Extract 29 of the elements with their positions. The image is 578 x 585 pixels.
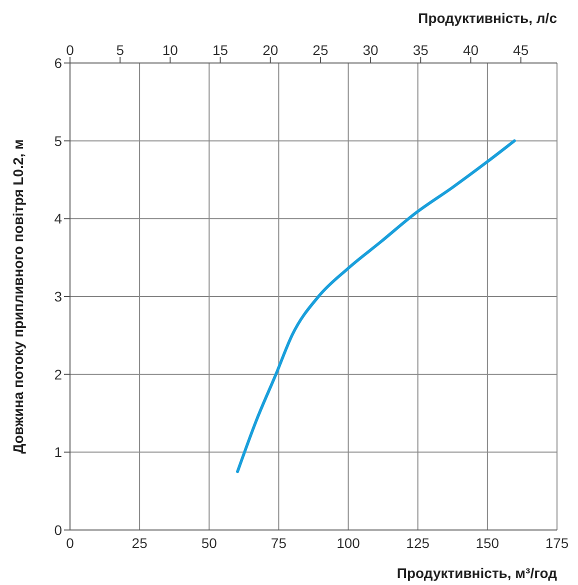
y-tick-label: 3 xyxy=(54,288,62,304)
line-series xyxy=(236,139,516,474)
x-axis-title: Продуктивність, м³/год xyxy=(396,565,558,581)
x-tick-label: 25 xyxy=(132,534,148,551)
x-tick-label: 125 xyxy=(406,534,430,551)
x2-tick-label: 25 xyxy=(312,42,328,58)
x2-tick-label: 35 xyxy=(412,42,429,58)
y-tick-label: 0 xyxy=(54,522,62,538)
x-tick-label: 175 xyxy=(545,534,569,551)
x2-axis-title: Продуктивність, л/с xyxy=(418,10,558,26)
y-tick-label: 5 xyxy=(54,132,62,149)
x-tick-label: 100 xyxy=(336,534,360,551)
x2-tick-label: 30 xyxy=(362,42,379,58)
x-tick-label: 0 xyxy=(66,534,74,551)
y-axis-title: Довжина потоку припливного повітря L0.2, м xyxy=(10,139,26,454)
x2-tick-label: 20 xyxy=(262,42,278,58)
x2-tick-label: 45 xyxy=(513,42,529,58)
y-tick-label: 4 xyxy=(54,210,62,227)
y-tick-label: 1 xyxy=(54,444,62,460)
x2-tick-label: 40 xyxy=(462,42,479,58)
y-tick-label: 2 xyxy=(54,366,62,382)
x2-tick-label: 0 xyxy=(66,42,74,58)
x2-tick-label: 5 xyxy=(116,42,124,58)
x-tick-label: 75 xyxy=(270,534,287,551)
x-tick-label: 150 xyxy=(476,534,500,551)
x-tick-label: 50 xyxy=(201,534,218,551)
y-tick-label: 6 xyxy=(54,54,62,71)
x2-tick-label: 10 xyxy=(162,42,178,58)
x2-tick-label: 15 xyxy=(212,42,228,58)
